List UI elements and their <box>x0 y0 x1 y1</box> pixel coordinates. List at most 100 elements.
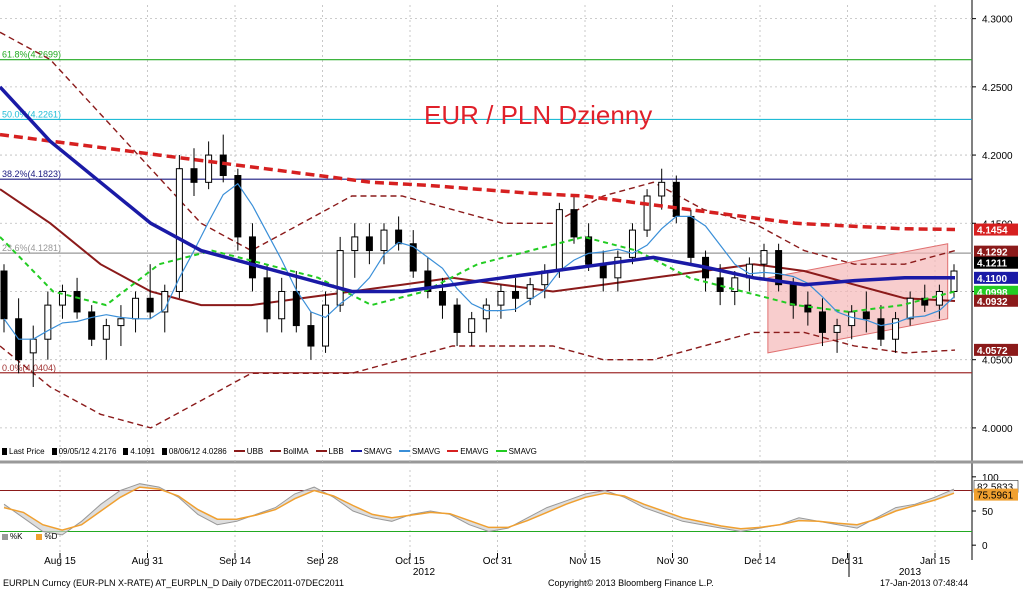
legend-item: Last Price <box>2 447 45 456</box>
candle-body <box>29 338 37 354</box>
legend-item: 4.1091 <box>123 447 155 456</box>
candle-body <box>775 250 783 286</box>
legend-label: 09/05/12 4.2176 <box>58 446 117 456</box>
candle-body <box>146 297 154 313</box>
candle-body <box>760 250 768 265</box>
candle-body <box>833 325 841 333</box>
ema-line <box>0 132 956 232</box>
fib-label: 0.0%(4.0404) <box>2 363 56 373</box>
candle-body <box>132 297 140 320</box>
legend-item: BollMA <box>270 446 309 456</box>
x-tick-label: Nov 15 <box>569 556 601 567</box>
x-tick-label: Nov 30 <box>657 556 689 567</box>
candle-body <box>248 236 256 279</box>
plot-area <box>0 5 972 462</box>
candle-body <box>687 215 695 258</box>
candle-body <box>117 318 125 327</box>
year-label: 2013 <box>899 567 922 578</box>
x-tick-label: Sep 28 <box>307 556 339 567</box>
candle-body <box>906 297 914 320</box>
footer-ticker: EURPLN Curncy (EUR-PLN X-RATE) AT_EURPLN… <box>3 578 344 588</box>
upper-band <box>0 31 956 265</box>
legend-item: LBB <box>315 446 344 456</box>
candle-body <box>526 284 534 299</box>
legend-label: UBB <box>246 446 264 456</box>
sma-long <box>0 85 955 294</box>
candle-body <box>380 229 388 252</box>
x-tick-label: Dec 31 <box>832 556 864 567</box>
candle-body <box>848 311 856 327</box>
candle-body <box>88 311 96 340</box>
candle-body <box>643 195 651 231</box>
candle-icon <box>2 447 7 455</box>
candle-body <box>892 318 900 340</box>
candle-body <box>877 318 885 340</box>
candle-body <box>672 181 680 217</box>
legend-swatch <box>447 450 459 452</box>
legend-label: BollMA <box>283 446 309 456</box>
candle-body <box>102 325 110 340</box>
candle-body <box>409 243 417 272</box>
year-label: 2012 <box>413 567 436 578</box>
candle-body <box>512 290 520 299</box>
candle-body <box>482 304 490 320</box>
legend-label: SMAVG <box>508 446 537 456</box>
candle-body <box>205 154 213 183</box>
sma-short <box>3 182 955 340</box>
osc-value-label: 82.5833 <box>977 482 1014 493</box>
price-tag-label: 4.1211 <box>977 259 1007 270</box>
candle-body <box>365 236 373 252</box>
main-plot-grid <box>0 0 1023 560</box>
candle-body <box>175 168 183 292</box>
candle-body <box>395 229 403 245</box>
price-tag <box>974 343 1018 356</box>
x-tick-label: Aug 31 <box>132 556 164 567</box>
fib-label: 50.0%(4.2261) <box>2 109 61 119</box>
candle-body <box>468 318 476 333</box>
price-tag <box>974 256 1018 269</box>
osc-d-line <box>3 486 955 531</box>
indicator-legend: Last Price 09/05/12 4.2176 4.1091 08/06/12 … <box>2 444 537 458</box>
candle-body <box>438 290 446 306</box>
osc-legend-item: %D <box>36 532 57 541</box>
legend-swatch <box>233 450 245 452</box>
footer-copyright: Copyright© 2013 Bloomberg Finance L.P. <box>548 578 714 588</box>
price-tag-label: 4.1454 <box>977 226 1008 237</box>
oscillator-legend: %K %D <box>2 532 57 541</box>
candle-body <box>789 284 797 306</box>
x-tick-label: Sep 14 <box>219 556 251 567</box>
x-tick-label: Jan 15 <box>920 556 950 567</box>
legend-item: UBB <box>233 446 264 456</box>
fibonacci-levels: 61.8%(4.2699) 50.0%(4.2261) 38.2%(4.1823) 2… <box>0 50 972 374</box>
candle-body <box>628 229 636 258</box>
candle-body <box>292 290 300 327</box>
x-tick-label: Oct 15 <box>395 556 425 567</box>
fib-label: 61.8%(4.2699) <box>2 50 61 60</box>
y-tick-label: 4.2000 <box>982 151 1013 162</box>
candle-body <box>555 209 563 272</box>
candle-body <box>950 270 958 292</box>
candle-body <box>716 277 724 292</box>
trend-channel <box>767 243 949 354</box>
candle-body <box>424 270 432 292</box>
candle-body <box>818 311 826 333</box>
y-tick-label: 4.2500 <box>982 83 1013 94</box>
osc-y-label: 100 <box>982 473 999 484</box>
osc-k-area <box>4 483 954 535</box>
date-axis: Aug 15 Aug 31 Sep 14 Sep 28 Oct 15 Oct 31 Nov … <box>44 553 950 578</box>
candle-body <box>804 304 812 313</box>
legend-label: SMAVG <box>411 446 441 456</box>
fib-label: 38.2%(4.1823) <box>2 169 61 179</box>
price-tag-label: 4.0572 <box>977 346 1008 357</box>
candle-body <box>336 250 344 306</box>
osc-legend-item: %K <box>2 532 22 541</box>
legend-label: LBB <box>328 446 344 456</box>
candle-body <box>614 256 622 279</box>
osc-value-label: 75.5961 <box>977 491 1014 502</box>
osc-y-label: 50 <box>982 507 994 518</box>
x-tick-label: Oct 31 <box>483 556 513 567</box>
y-tick-label: 4.0000 <box>982 424 1013 435</box>
fib-label: 23.6%(4.1281) <box>2 243 61 253</box>
